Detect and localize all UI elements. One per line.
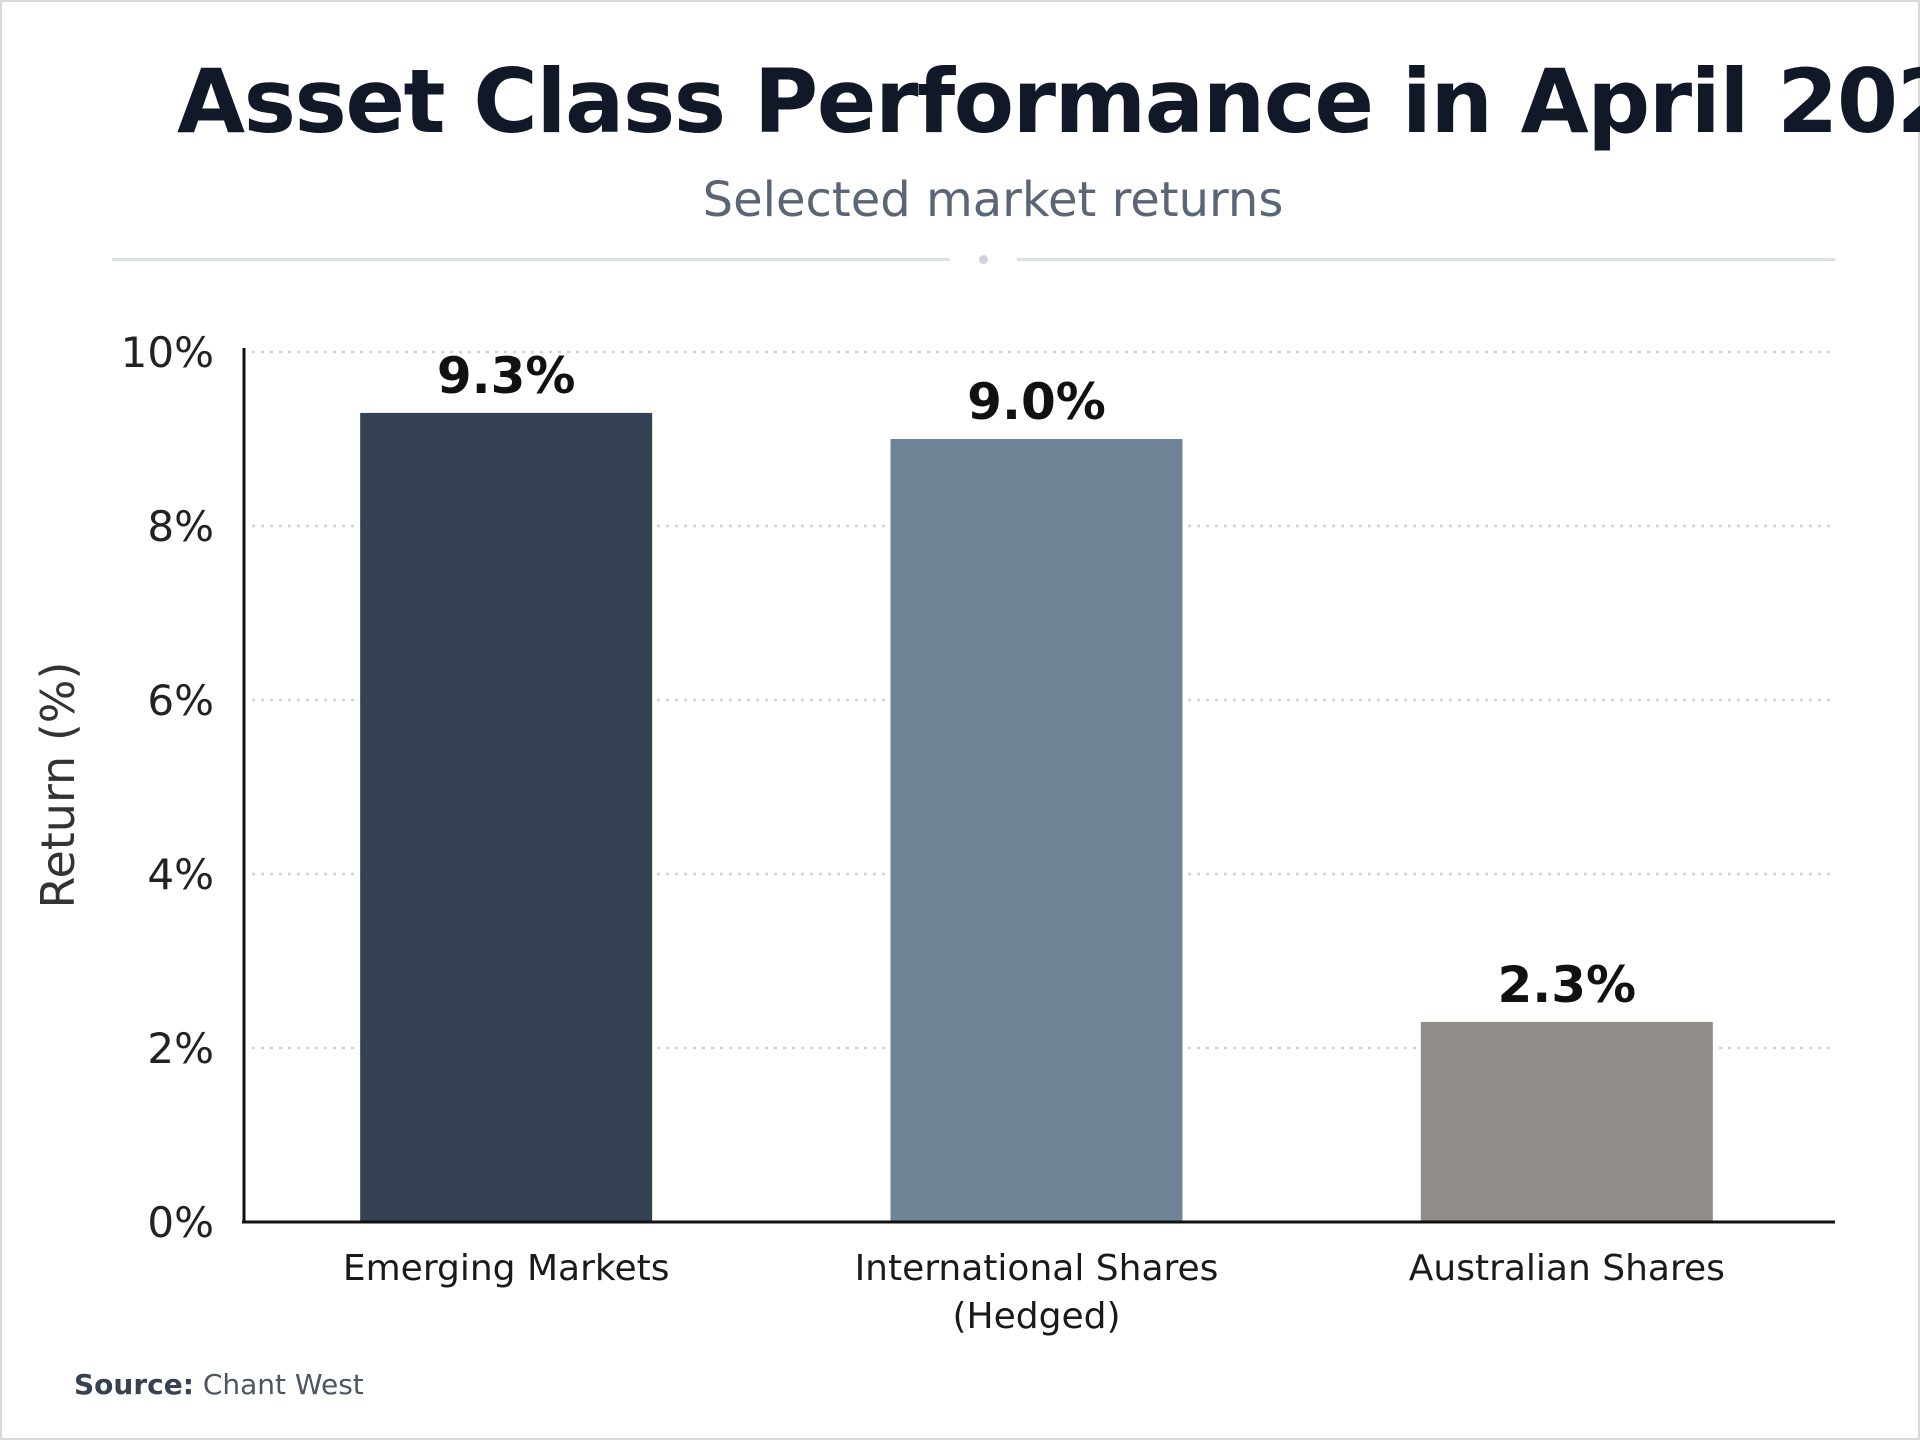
y-tick-label: 0% bbox=[147, 1198, 214, 1247]
data-label: 2.3% bbox=[1497, 956, 1636, 1014]
data-label: 9.3% bbox=[437, 347, 576, 405]
category-label: International Shares bbox=[855, 1248, 1219, 1289]
bar bbox=[360, 412, 653, 1222]
axes bbox=[242, 348, 1835, 1224]
source-value: Chant West bbox=[202, 1368, 364, 1401]
data-labels: 9.3% 9.0% 2.3% bbox=[437, 347, 1636, 1014]
bar bbox=[1420, 1021, 1713, 1222]
y-tick-label: 2% bbox=[147, 1024, 214, 1073]
y-tick-label: 6% bbox=[147, 676, 214, 725]
category-label: (Hedged) bbox=[952, 1296, 1120, 1337]
source-note: Source: Chant West bbox=[74, 1368, 364, 1401]
y-axis-label: Return (%) bbox=[31, 662, 85, 909]
category-label: Australian Shares bbox=[1409, 1248, 1725, 1289]
y-tick-label: 4% bbox=[147, 850, 214, 899]
divider-left bbox=[112, 258, 950, 261]
chart-subtitle: Selected market returns bbox=[702, 172, 1284, 228]
source-label: Source: bbox=[74, 1368, 194, 1401]
y-tick-label: 8% bbox=[147, 502, 214, 551]
chart-title: Asset Class Performance in April 2026 bbox=[177, 50, 1920, 153]
data-label: 9.0% bbox=[967, 373, 1106, 431]
category-labels: Emerging Markets International Shares (Hed… bbox=[343, 1248, 1725, 1337]
bar bbox=[890, 439, 1183, 1222]
category-label: Emerging Markets bbox=[343, 1248, 670, 1289]
divider-dot bbox=[979, 255, 988, 264]
divider-right bbox=[1017, 258, 1835, 261]
y-tick-labels: 0% 2% 4% 6% 8% 10% bbox=[121, 328, 214, 1247]
y-tick-label: 10% bbox=[121, 328, 214, 377]
bars bbox=[360, 412, 1713, 1222]
